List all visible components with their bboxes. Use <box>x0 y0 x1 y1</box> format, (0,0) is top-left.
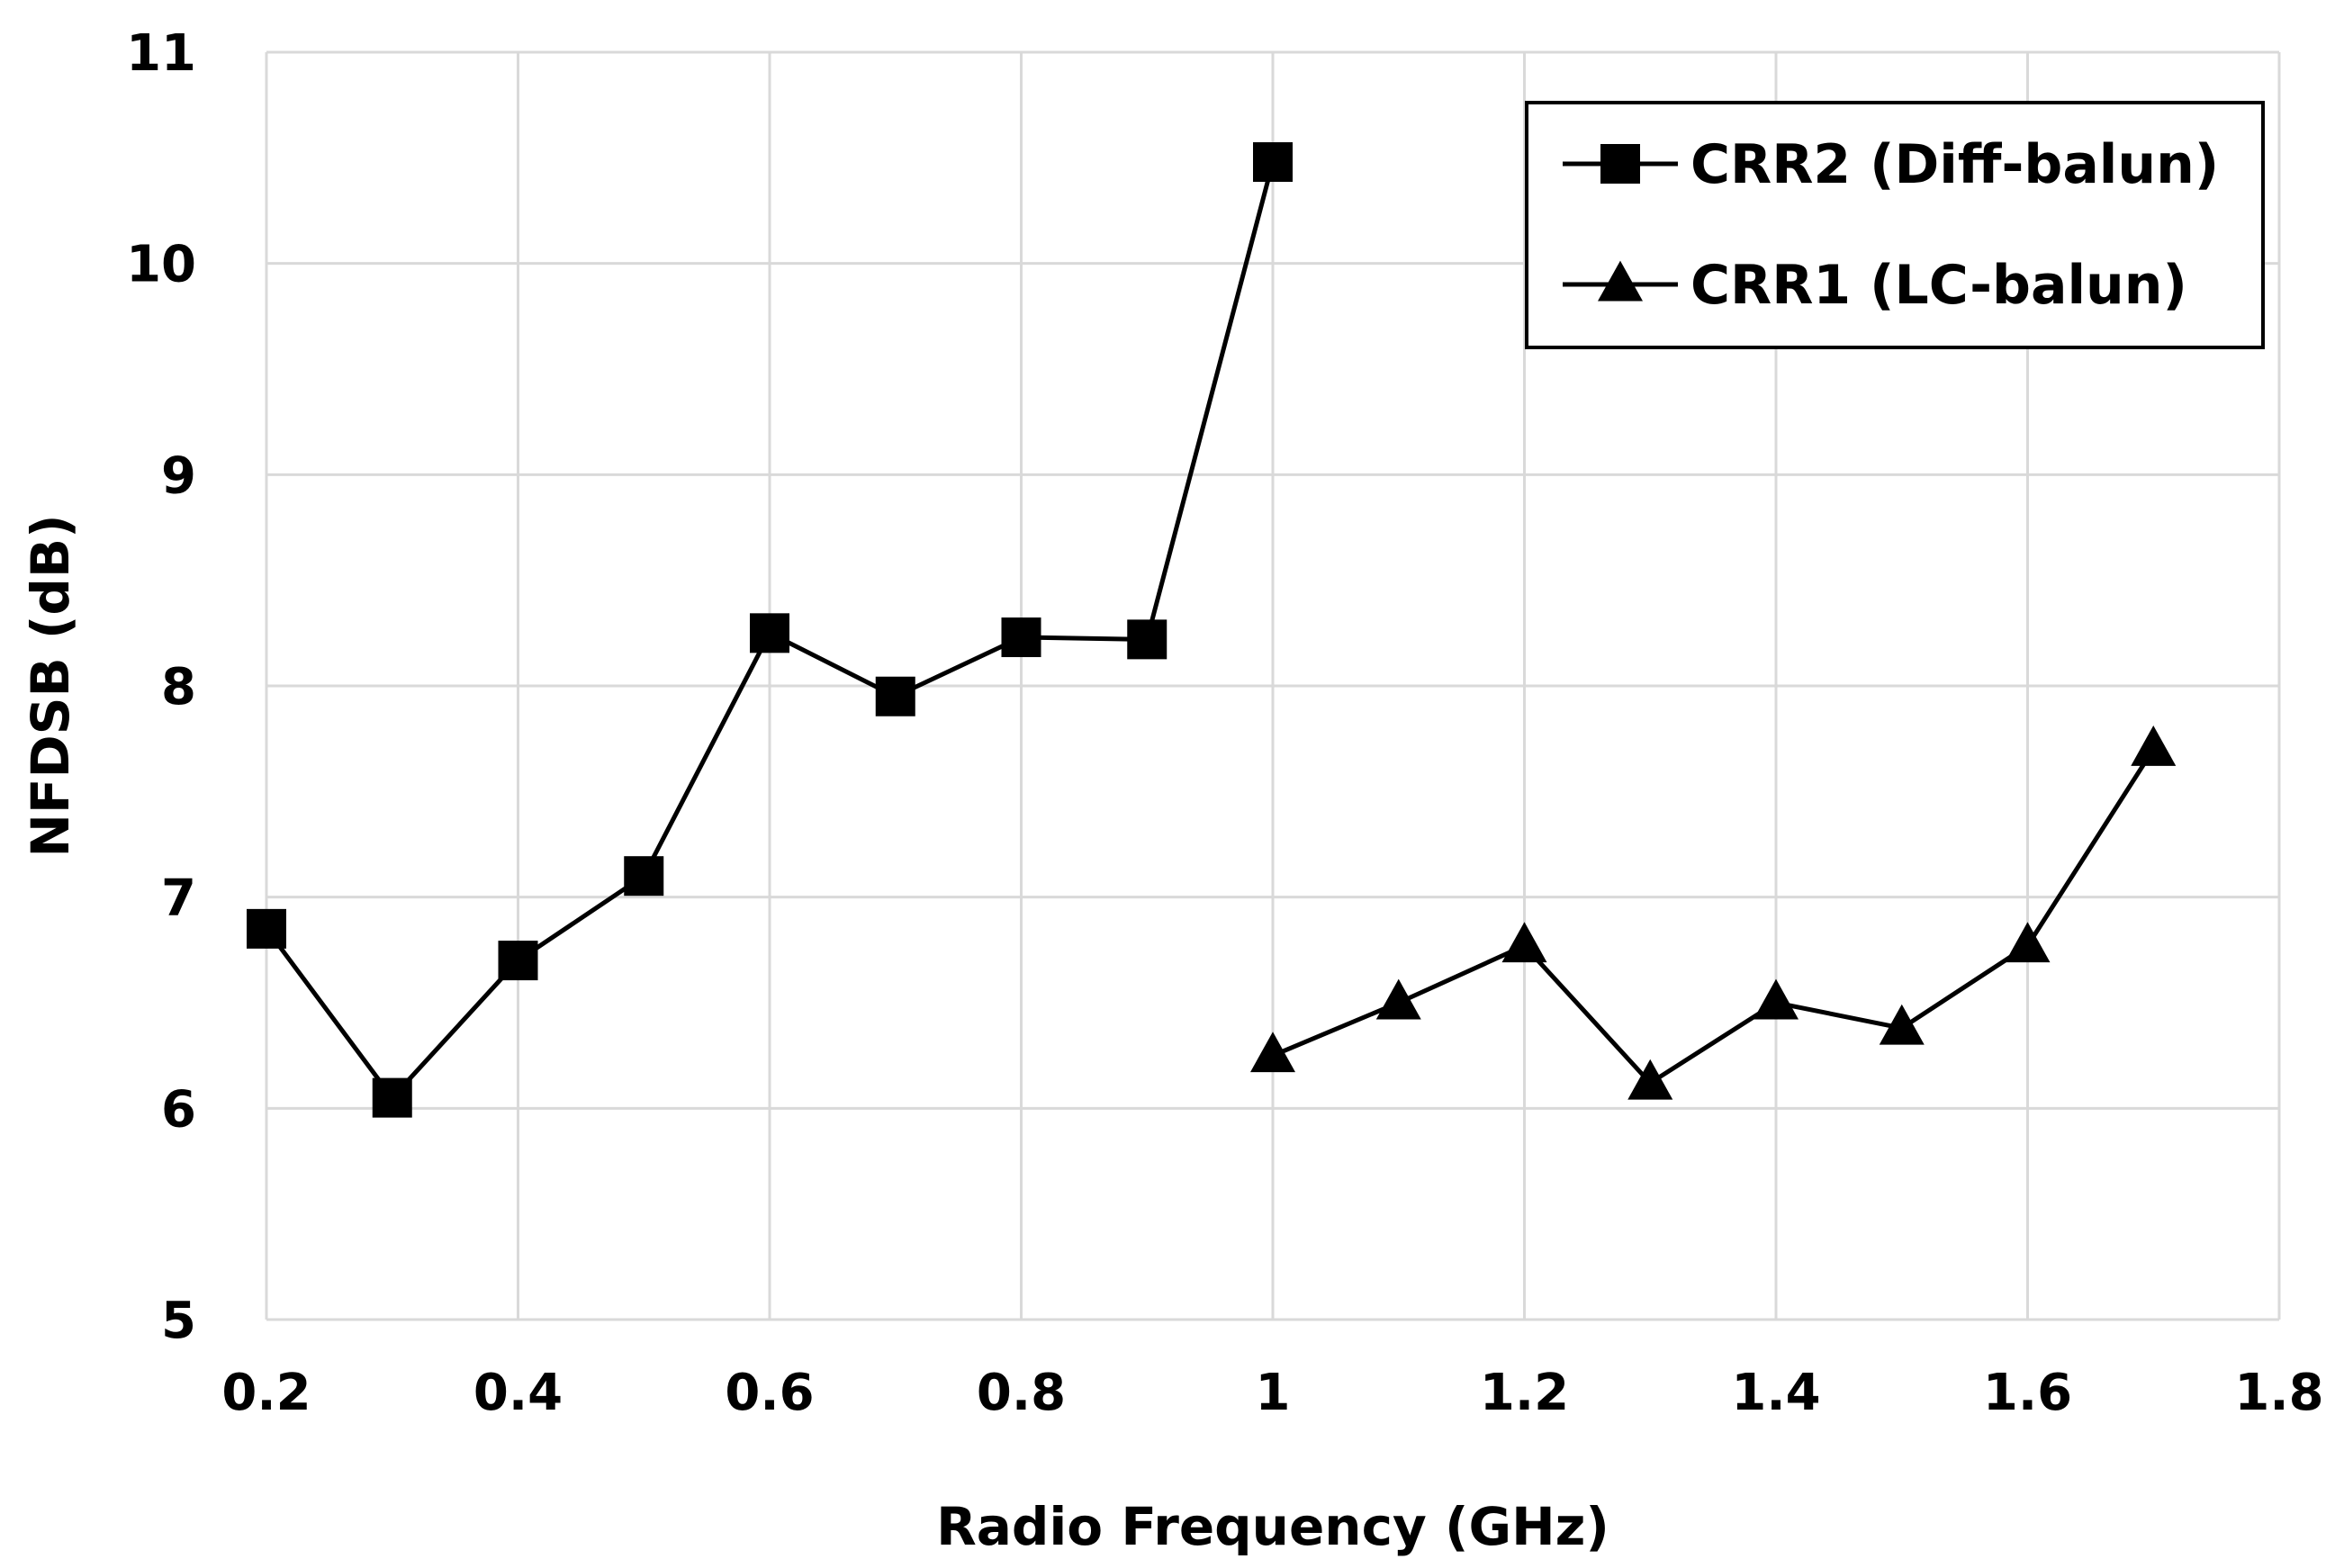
y-tick-label: 6 <box>161 1080 196 1139</box>
x-tick-label: 0.8 <box>977 1364 1066 1422</box>
x-tick-label: 1.6 <box>1983 1364 2072 1422</box>
triangle-point <box>1879 1004 1925 1045</box>
square-point <box>1127 619 1167 660</box>
y-tick-label: 5 <box>161 1292 196 1350</box>
square-point <box>247 908 286 949</box>
axes: 0.2 0.4 0.6 0.8 1 1.2 1.4 1.6 1.8 5 6 7 8 9 10 11 <box>126 24 2324 1422</box>
triangle-point <box>1375 978 1421 1020</box>
series-line <box>1272 748 2156 1086</box>
y-tick-label: 8 <box>161 658 196 716</box>
square-point <box>372 1077 412 1118</box>
grid <box>265 50 2281 1321</box>
square-point <box>875 676 915 716</box>
triangle-point <box>2131 725 2177 766</box>
x-tick-label: 0.6 <box>725 1364 814 1422</box>
square-point <box>624 856 664 897</box>
y-tick-label: 11 <box>126 24 196 83</box>
y-axis-title: NFDSB (dB) <box>20 514 81 857</box>
legend-label: CRR1 (LC-balun) <box>1690 254 2187 317</box>
y-tick-label: 10 <box>126 236 196 294</box>
square-point <box>1001 617 1041 658</box>
x-tick-label: 1.4 <box>1731 1364 1820 1422</box>
x-tick-label: 1.2 <box>1480 1364 1569 1422</box>
series <box>247 142 2177 1118</box>
legend: CRR2 (Diff-balun) CRR1 (LC-balun) <box>1525 101 2265 349</box>
triangle-point <box>1501 922 1547 963</box>
legend-label: CRR2 (Diff-balun) <box>1690 133 2219 196</box>
x-tick-label: 0.2 <box>221 1364 311 1422</box>
square-point <box>1253 142 1293 183</box>
triangle-point <box>1250 1032 1295 1073</box>
triangle-point <box>2005 922 2051 963</box>
y-tick-label: 9 <box>161 446 196 505</box>
square-point <box>750 613 789 653</box>
series-crr1 <box>1250 725 2177 1100</box>
x-tick-label: 1.8 <box>2234 1364 2323 1422</box>
y-tick-label: 7 <box>161 870 196 928</box>
series-crr2 <box>247 142 1293 1118</box>
square-point <box>498 941 538 981</box>
legend-triangle-marker <box>1598 260 1643 302</box>
x-tick-label: 0.4 <box>473 1364 563 1422</box>
x-axis-title: Radio Frequency (GHz) <box>936 1496 1609 1557</box>
triangle-point <box>1627 1059 1673 1100</box>
triangle-point <box>1753 978 1799 1020</box>
legend-item: CRR1 (LC-balun) <box>1563 254 2187 317</box>
x-tick-label: 1 <box>1256 1364 1291 1422</box>
legend-box <box>1525 101 2265 349</box>
legend-item: CRR2 (Diff-balun) <box>1563 133 2219 196</box>
legend-square-marker <box>1600 144 1640 184</box>
